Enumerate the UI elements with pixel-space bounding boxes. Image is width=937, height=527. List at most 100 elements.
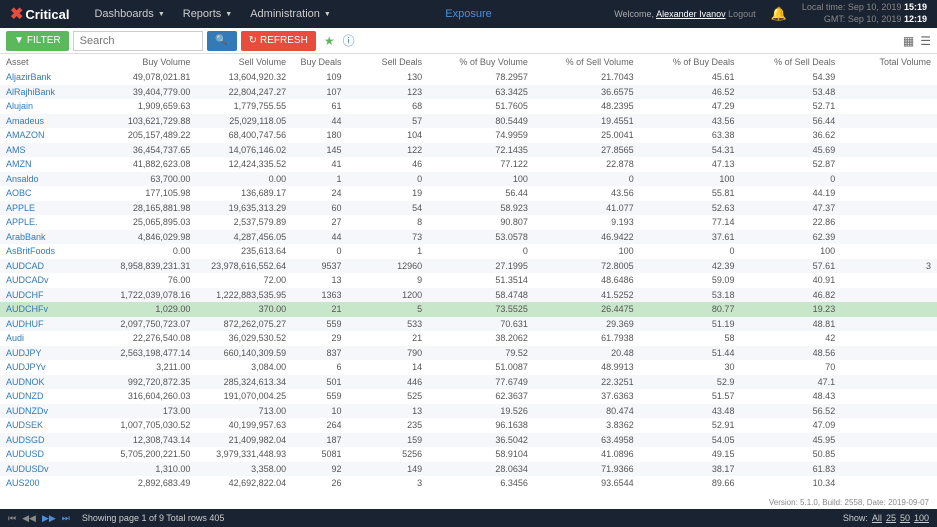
footer: ⏮ ◀◀ ▶▶ ⏭ Showing page 1 of 9 Total rows… xyxy=(0,509,937,527)
cell: 9537 xyxy=(292,259,347,274)
clock: Local time: Sep 10, 2019 15:19 GMT: Sep … xyxy=(802,2,927,25)
cell: 24 xyxy=(292,186,347,201)
search-button[interactable]: 🔍 xyxy=(207,31,237,51)
table-row[interactable]: AMZN41,882,623.0812,424,335.52414677.122… xyxy=(0,157,937,172)
cell: 1,310.00 xyxy=(111,462,197,477)
table-row[interactable]: AUDCADv76.0072.0013951.351448.648659.094… xyxy=(0,273,937,288)
cell: AUDNZDv xyxy=(0,404,111,419)
user-link[interactable]: Alexander Ivanov xyxy=(656,9,726,19)
table-row[interactable]: AlRajhiBank39,404,779.0022,804,247.27107… xyxy=(0,85,937,100)
col-header[interactable]: Sell Volume xyxy=(196,54,292,70)
page-size-50[interactable]: 50 xyxy=(900,513,910,523)
page-size-25[interactable]: 25 xyxy=(886,513,896,523)
cell: AUDUSD xyxy=(0,447,111,462)
cell: 38.17 xyxy=(640,462,741,477)
caret-down-icon: ▼ xyxy=(225,11,232,18)
cell: 41.5252 xyxy=(534,288,640,303)
table-row[interactable]: Audi22,276,540.0836,029,530.52292138.206… xyxy=(0,331,937,346)
pager-last-icon[interactable]: ⏭ xyxy=(62,513,70,524)
page-size-100[interactable]: 100 xyxy=(914,513,929,523)
cell: 47.37 xyxy=(740,201,841,216)
cell: 44.19 xyxy=(740,186,841,201)
logo[interactable]: ✖ Critical xyxy=(10,4,69,24)
table-row[interactable]: AUDUSDv1,310.003,358.009214928.063471.93… xyxy=(0,462,937,477)
table-row[interactable]: AUDCAD8,958,839,231.3123,978,616,552.649… xyxy=(0,259,937,274)
cell: 2,097,750,723.07 xyxy=(111,317,197,332)
logout-link[interactable]: Logout xyxy=(728,9,756,19)
col-header[interactable]: % of Buy Deals xyxy=(640,54,741,70)
col-header[interactable]: % of Sell Deals xyxy=(740,54,841,70)
cell: 68,400,747.56 xyxy=(196,128,292,143)
col-header[interactable]: Buy Deals xyxy=(292,54,347,70)
table-row[interactable]: Ansaldo63,700.000.001010001000 xyxy=(0,172,937,187)
cell: 19,635,313.29 xyxy=(196,201,292,216)
table-row[interactable]: AUDSEK1,007,705,030.5240,199,957.6326423… xyxy=(0,418,937,433)
table-row[interactable]: AUDUSD5,705,200,221.503,979,331,448.9350… xyxy=(0,447,937,462)
cell xyxy=(841,288,937,303)
col-header[interactable]: Asset xyxy=(0,54,111,70)
table-row[interactable]: AUDHUF2,097,750,723.07872,262,075.275595… xyxy=(0,317,937,332)
table-row[interactable]: AUDCHF1,722,039,078.161,222,883,535.9513… xyxy=(0,288,937,303)
table-row[interactable]: APPLE.25,065,895.032,537,579.8927890.807… xyxy=(0,215,937,230)
table-row[interactable]: AUDJPYv3,211.003,084.0061451.008748.9913… xyxy=(0,360,937,375)
cell: 9.193 xyxy=(534,215,640,230)
cell: 29 xyxy=(292,331,347,346)
cell: 0 xyxy=(348,172,429,187)
refresh-icon: ↻ xyxy=(249,35,257,46)
table-row[interactable]: AMS36,454,737.6514,076,146.0214512272.14… xyxy=(0,143,937,158)
cell: 77.122 xyxy=(428,157,534,172)
cell: 8,958,839,231.31 xyxy=(111,259,197,274)
table-row[interactable]: AUDSGD12,308,743.1421,409,982.0418715936… xyxy=(0,433,937,448)
cell: 12,424,335.52 xyxy=(196,157,292,172)
star-icon[interactable]: ★ xyxy=(324,34,335,48)
table-row[interactable]: Amadeus103,621,729.8825,029,118.05445780… xyxy=(0,114,937,129)
cell: 46.9422 xyxy=(534,230,640,245)
cell: 19.526 xyxy=(428,404,534,419)
cell: AUDNOK xyxy=(0,375,111,390)
table-row[interactable]: Alujain1,909,659.631,779,755.55616851.76… xyxy=(0,99,937,114)
nav-administration[interactable]: Administration▼ xyxy=(250,8,331,20)
pager-first-icon[interactable]: ⏮ xyxy=(8,513,16,524)
nav-dashboards[interactable]: Dashboards▼ xyxy=(94,8,164,20)
page-size-all[interactable]: All xyxy=(872,513,882,523)
col-header[interactable]: % of Buy Volume xyxy=(428,54,534,70)
table-row[interactable]: AUDNOK992,720,872.35285,324,613.34501446… xyxy=(0,375,937,390)
table-row[interactable]: AUDJPY2,563,198,477.14660,140,309.598377… xyxy=(0,346,937,361)
nav-reports[interactable]: Reports▼ xyxy=(183,8,232,20)
col-header[interactable]: % of Sell Volume xyxy=(534,54,640,70)
cell: 63,700.00 xyxy=(111,172,197,187)
cell: 19.4551 xyxy=(534,114,640,129)
cell: 41,882,623.08 xyxy=(111,157,197,172)
table-row[interactable]: ArabBank4,846,029.984,287,456.05447353.0… xyxy=(0,230,937,245)
grid-icon[interactable]: ▦ xyxy=(903,34,914,48)
col-header[interactable]: Buy Volume xyxy=(111,54,197,70)
topbar: ✖ Critical Dashboards▼ Reports▼ Administ… xyxy=(0,0,937,28)
filter-button[interactable]: ▼FILTER xyxy=(6,31,69,51)
table-row[interactable]: AOBC177,105.98136,689.17241956.4443.5655… xyxy=(0,186,937,201)
list-icon[interactable]: ☰ xyxy=(920,34,931,48)
table-row[interactable]: AljazirBank49,078,021.8113,604,920.32109… xyxy=(0,70,937,85)
refresh-button[interactable]: ↻REFRESH xyxy=(241,31,316,51)
search-input[interactable] xyxy=(73,31,203,51)
col-header[interactable]: Sell Deals xyxy=(348,54,429,70)
cell: AljazirBank xyxy=(0,70,111,85)
cell: 51.7605 xyxy=(428,99,534,114)
bell-icon[interactable]: 🔔 xyxy=(771,6,787,22)
table-row[interactable]: AUDNZD316,604,260.03191,070,004.25559525… xyxy=(0,389,937,404)
cell: 80.5449 xyxy=(428,114,534,129)
pager-next-icon[interactable]: ▶▶ xyxy=(42,513,56,524)
col-header[interactable]: Total Volume xyxy=(841,54,937,70)
table-row[interactable]: AUDCHFv1,029.00370.0021573.552526.447580… xyxy=(0,302,937,317)
cell: 55.81 xyxy=(640,186,741,201)
cell: AUDCHF xyxy=(0,288,111,303)
cell: 3,084.00 xyxy=(196,360,292,375)
table-row[interactable]: AMAZON205,157,489.2268,400,747.561801047… xyxy=(0,128,937,143)
info-icon[interactable]: ⓘ xyxy=(343,32,355,49)
table-row[interactable]: AsBritFoods0.00235,613.640101000100 xyxy=(0,244,937,259)
cell: 0 xyxy=(428,244,534,259)
table-row[interactable]: AUS2002,892,683.4942,692,822.042636.3456… xyxy=(0,476,937,491)
table-row[interactable]: APPLE28,165,881.9819,635,313.29605458.92… xyxy=(0,201,937,216)
pager-prev-icon[interactable]: ◀◀ xyxy=(22,513,36,524)
table-row[interactable]: AUDNZDv173.00713.00101319.52680.47443.48… xyxy=(0,404,937,419)
cell: 3,358.00 xyxy=(196,462,292,477)
